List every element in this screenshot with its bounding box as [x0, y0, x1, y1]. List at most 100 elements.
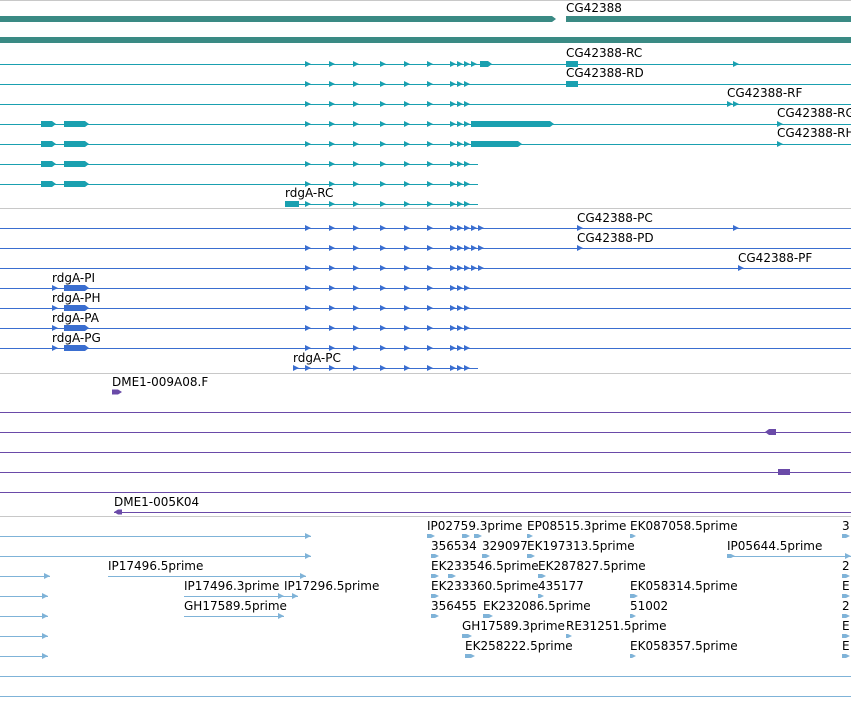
feature-label-cg42388-pc[interactable]: CG42388-PC: [577, 211, 653, 225]
exon-arrow: [404, 345, 410, 351]
exon-block: [842, 594, 850, 598]
exon-arrow: [457, 285, 463, 291]
exon-arrow: [380, 141, 386, 147]
est-label[interactable]: EK058314.5prime: [630, 579, 738, 593]
feature-label-rdga-pc[interactable]: rdgA-PC: [293, 351, 341, 365]
exon-arrow: [329, 81, 335, 87]
exon-arrow: [427, 265, 433, 271]
exon-arrow: [450, 181, 456, 187]
exon-block: [64, 305, 89, 311]
est-label[interactable]: 2: [842, 559, 850, 573]
exon-arrow: [738, 265, 744, 271]
est-label[interactable]: E: [842, 579, 850, 593]
exon-block: [41, 161, 56, 167]
feature-label-dme1-009a08[interactable]: DME1-009A08.F: [112, 375, 209, 389]
exon-arrow: [427, 365, 433, 371]
exon-arrow: [305, 141, 311, 147]
exon-arrow: [464, 121, 470, 127]
feature-label-cg42388-rg[interactable]: CG42388-RG: [777, 106, 851, 120]
exon-arrow: [329, 245, 335, 251]
feature-label-rdga-ph[interactable]: rdgA-PH: [52, 291, 101, 305]
exon-block: [64, 285, 89, 291]
exon-arrow: [427, 245, 433, 251]
exon-arrow: [329, 101, 335, 107]
exon-arrow: [777, 121, 783, 127]
exon-arrow: [305, 285, 311, 291]
est-label[interactable]: GH17589.3prime: [462, 619, 565, 633]
est-label[interactable]: 329097: [482, 539, 528, 553]
feature-label-rdga-pa[interactable]: rdgA-PA: [52, 311, 99, 325]
est-label[interactable]: EK087058.5prime: [630, 519, 738, 533]
est-label[interactable]: EK287827.5prime: [538, 559, 646, 573]
exon-arrow: [353, 265, 359, 271]
exon-arrow: [42, 633, 48, 639]
est-label[interactable]: 356455: [431, 599, 477, 613]
est-label[interactable]: EK258222.5prime: [465, 639, 573, 653]
exon-block: [64, 345, 89, 351]
feature-label-cg42388[interactable]: CG42388: [566, 1, 622, 15]
feature-label-rdga-rc[interactable]: rdgA-RC: [285, 186, 334, 200]
exon-block: [474, 534, 482, 538]
exon-arrow: [380, 265, 386, 271]
est-label[interactable]: 2: [842, 599, 850, 613]
exon-arrow: [353, 81, 359, 87]
feature-label-cg42388-rh[interactable]: CG42388-RH: [777, 126, 851, 140]
est-label[interactable]: EK197313.5prime: [527, 539, 635, 553]
exon-arrow: [427, 121, 433, 127]
feature-label-cg42388-pd[interactable]: CG42388-PD: [577, 231, 654, 245]
exon-arrow: [478, 245, 484, 251]
track-separator: [0, 373, 851, 374]
exon-arrow: [427, 181, 433, 187]
exon-block: [630, 654, 636, 658]
est-label[interactable]: 3: [842, 519, 850, 533]
est-label[interactable]: EK233546.5prime: [431, 559, 539, 573]
exon-arrow: [464, 181, 470, 187]
exon-arrow: [727, 101, 733, 107]
track-separator: [0, 208, 851, 209]
exon-arrow: [42, 613, 48, 619]
est-label[interactable]: 51002: [630, 599, 669, 613]
est-label[interactable]: 356534: [431, 539, 477, 553]
exon-arrow: [329, 121, 335, 127]
exon-arrow: [305, 345, 311, 351]
est-label[interactable]: EK058357.5prime: [630, 639, 738, 653]
exon-arrow: [404, 181, 410, 187]
exon-arrow: [427, 101, 433, 107]
est-label[interactable]: EK233360.5prime: [431, 579, 539, 593]
exon-arrow: [464, 285, 470, 291]
est-label[interactable]: 435177: [538, 579, 584, 593]
est-label[interactable]: IP02759.3prime: [427, 519, 523, 533]
est-label[interactable]: IP17496.5prime: [108, 559, 204, 573]
exon-arrow: [380, 325, 386, 331]
feature-label-cg42388-pf[interactable]: CG42388-PF: [738, 251, 813, 265]
exon-arrow: [404, 81, 410, 87]
est-label[interactable]: IP05644.5prime: [727, 539, 823, 553]
exon-arrow: [450, 61, 456, 67]
feature-label-cg42388-rd[interactable]: CG42388-RD: [566, 66, 644, 80]
exon-arrow: [464, 345, 470, 351]
exon-arrow: [353, 325, 359, 331]
exon-arrow: [404, 225, 410, 231]
exon-arrow: [427, 81, 433, 87]
exon-arrow: [329, 201, 335, 207]
feature-label-cg42388-rf[interactable]: CG42388-RF: [727, 86, 803, 100]
feature-label-rdga-pg[interactable]: rdgA-PG: [52, 331, 101, 345]
exon-block: [64, 181, 89, 187]
est-label[interactable]: EP08515.3prime: [527, 519, 627, 533]
est-label[interactable]: RE31251.5prime: [566, 619, 667, 633]
exon-arrow: [404, 365, 410, 371]
exon-block: [480, 61, 492, 67]
est-label[interactable]: IP17296.5prime: [284, 579, 380, 593]
exon-block: [566, 61, 578, 67]
est-label[interactable]: E: [842, 619, 850, 633]
est-label[interactable]: EK232086.5prime: [483, 599, 591, 613]
exon-arrow: [353, 61, 359, 67]
feature-label-cg42388-rc[interactable]: CG42388-RC: [566, 46, 643, 60]
feature-label-dme1-005k04[interactable]: DME1-005K04: [114, 495, 200, 509]
est-label[interactable]: E: [842, 639, 850, 653]
exon-block: [566, 16, 851, 22]
feature-label-rdga-pi[interactable]: rdgA-PI: [52, 271, 96, 285]
exon-arrow: [733, 225, 739, 231]
est-label[interactable]: GH17589.5prime: [184, 599, 287, 613]
est-label[interactable]: IP17496.3prime: [184, 579, 280, 593]
